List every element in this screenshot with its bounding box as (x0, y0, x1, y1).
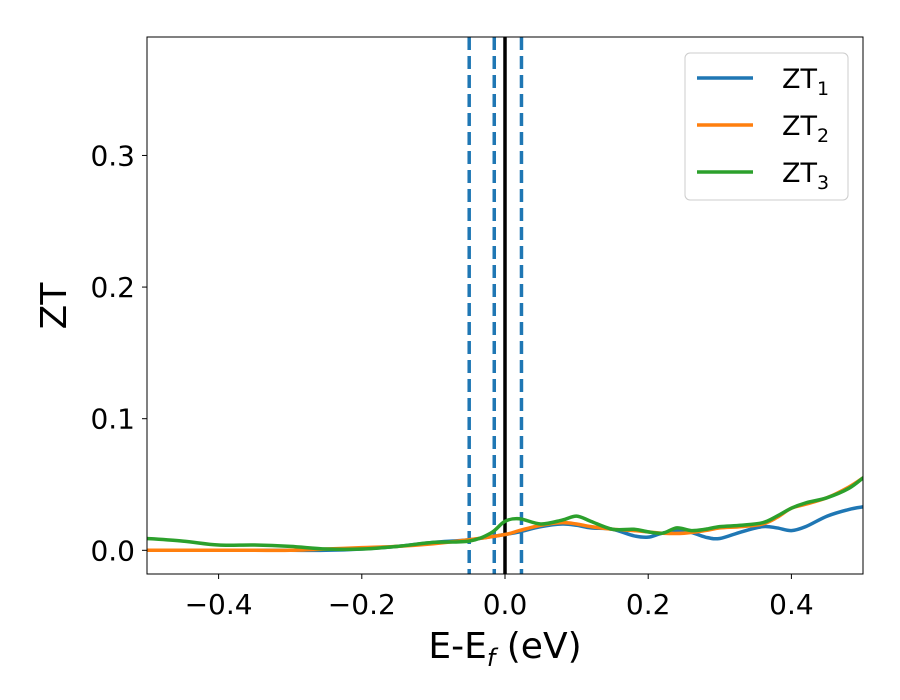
legend-box (684, 52, 849, 201)
y-axis-label: ZT (34, 282, 75, 330)
y-tick-label: 0.3 (90, 139, 135, 172)
x-tick-label: 0.4 (769, 588, 814, 621)
legend: ZT1 ZT2 ZT3 (684, 52, 849, 201)
y-tick-label: 0.2 (90, 271, 135, 304)
x-tick-label: 0.0 (483, 588, 528, 621)
series-line-zt3 (147, 476, 863, 552)
x-axis-label-main: E-E (428, 626, 486, 667)
x-tick-label: 0.2 (626, 588, 671, 621)
x-tick-label: −0.4 (185, 588, 253, 621)
legend-label-zt2: ZT2 (782, 111, 829, 147)
x-axis-label: E-Ef (eV) (428, 626, 581, 672)
legend-label-zt3: ZT3 (782, 158, 829, 194)
legend-label-zt1: ZT1 (782, 64, 829, 100)
x-tick-label: −0.2 (328, 588, 396, 621)
x-axis-label-suffix: (eV) (495, 626, 581, 667)
y-tick-label: 0.0 (90, 534, 135, 567)
y-tick-label: 0.1 (90, 403, 135, 436)
